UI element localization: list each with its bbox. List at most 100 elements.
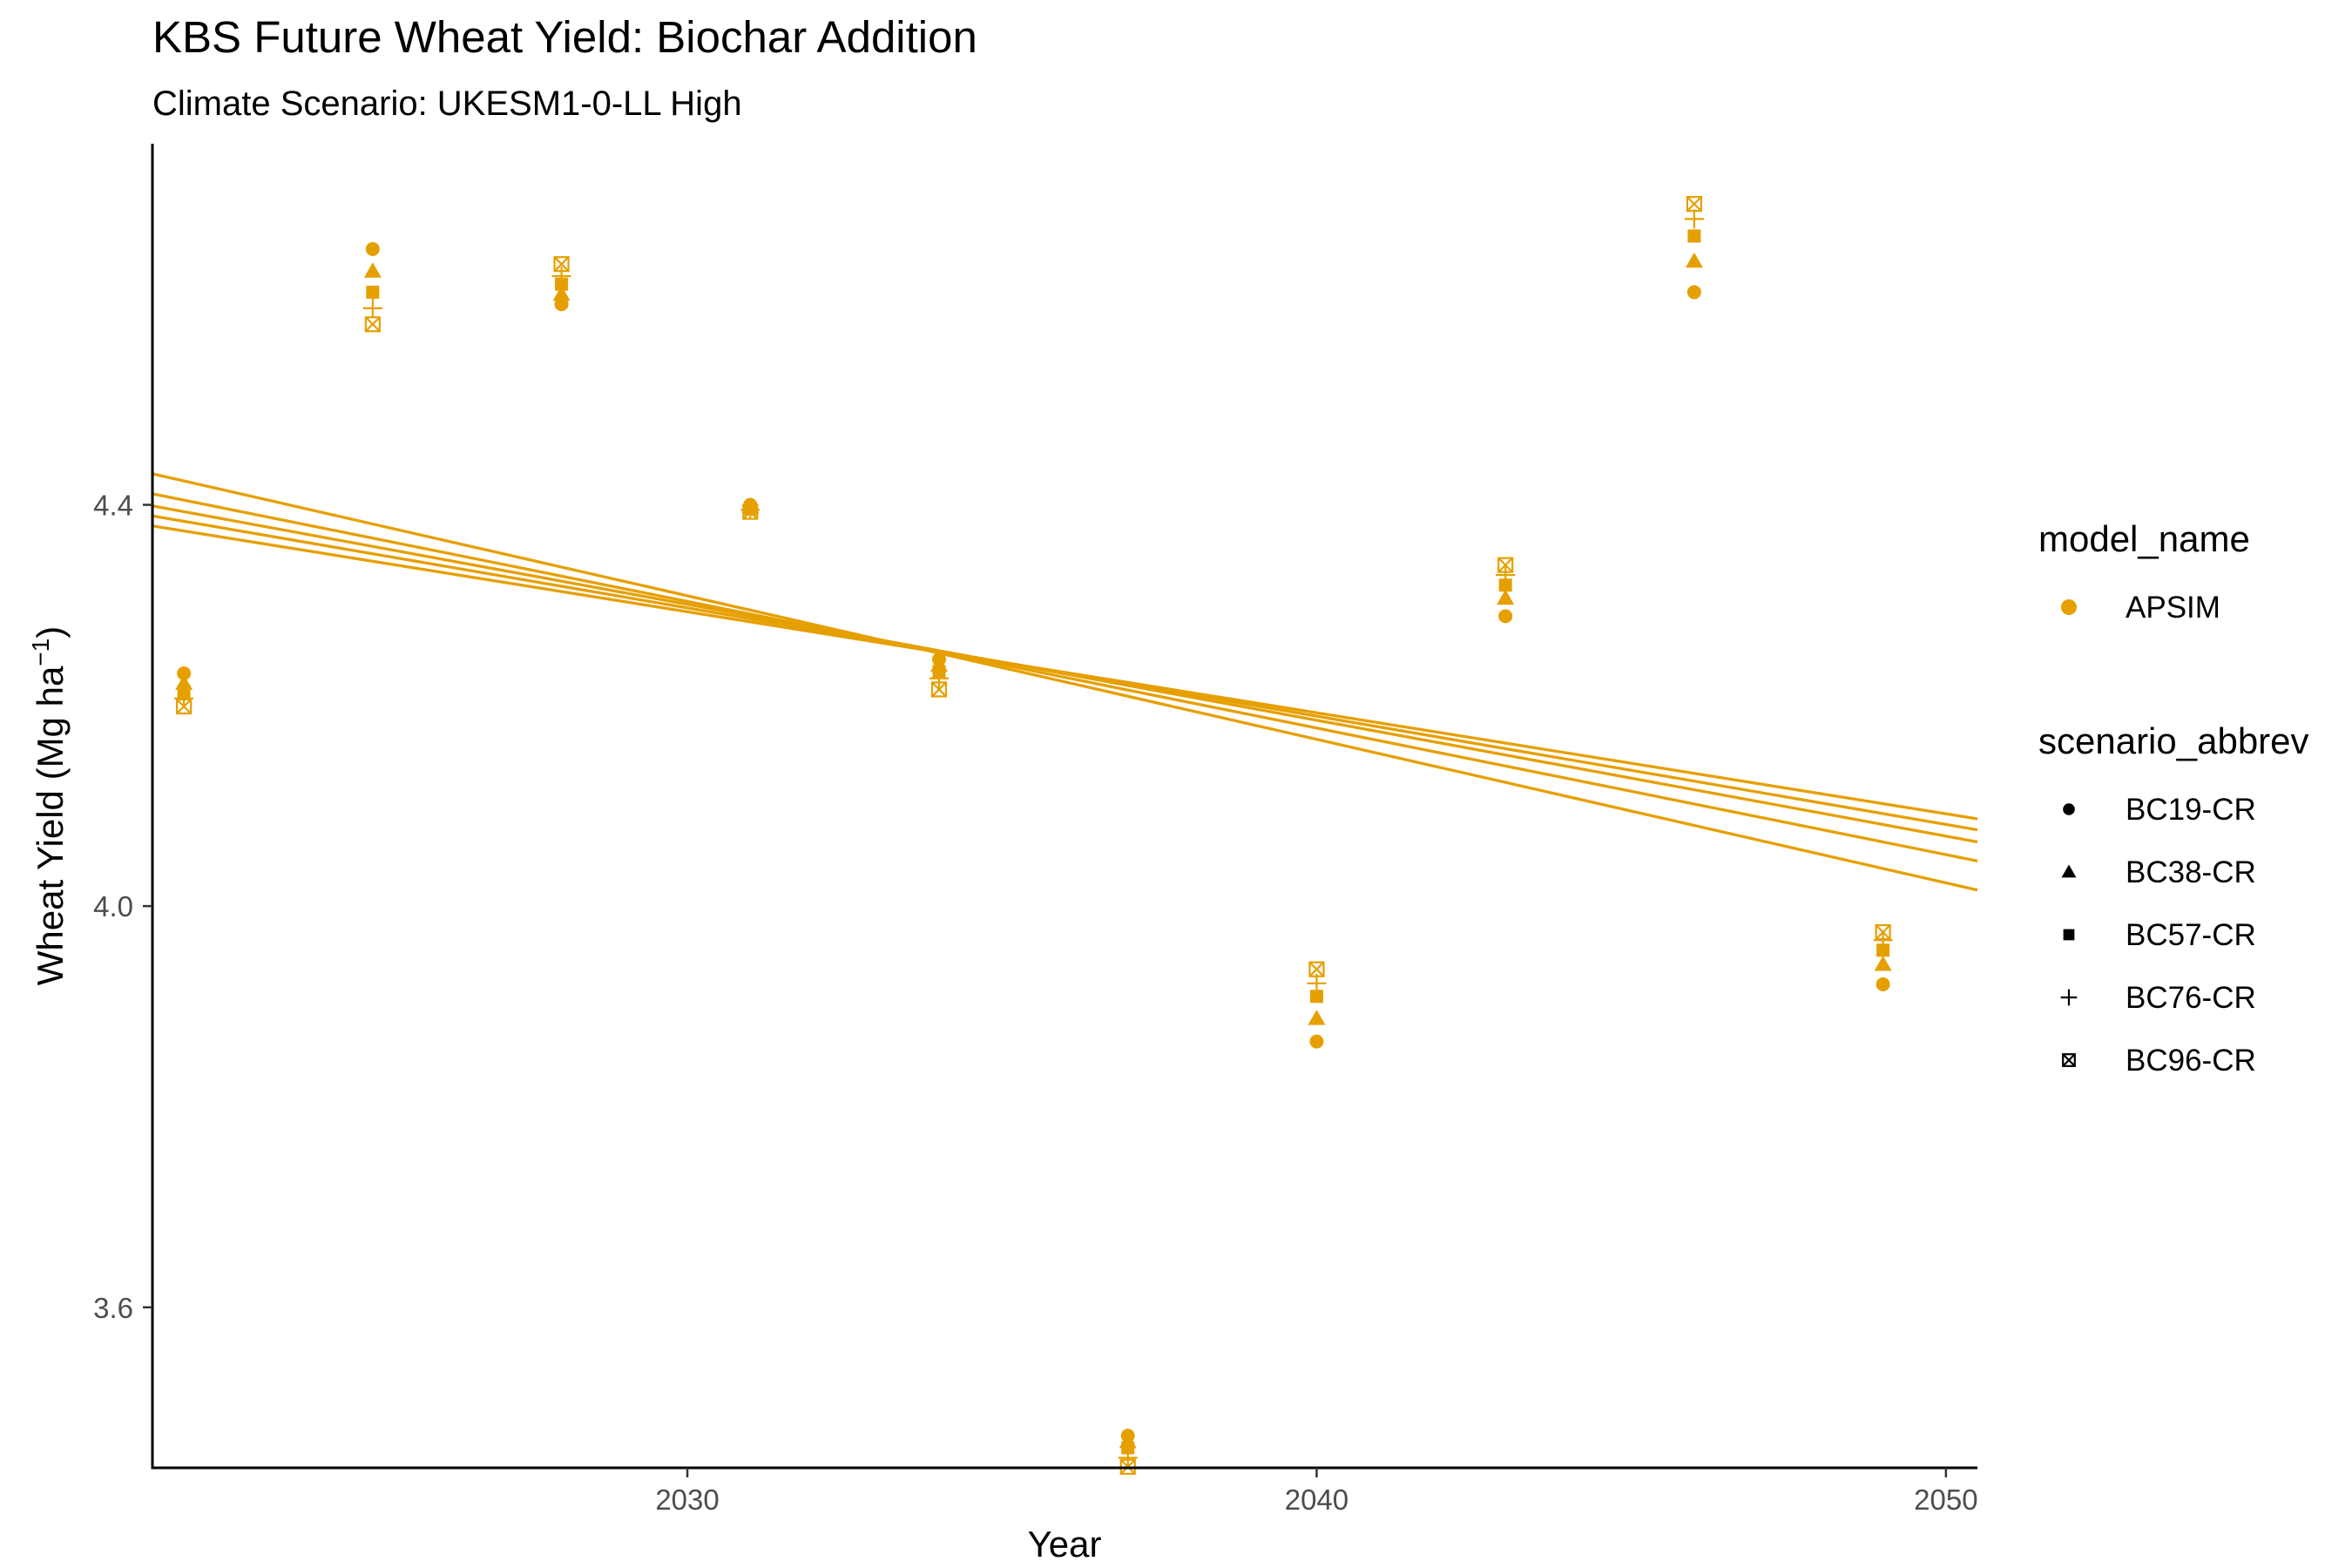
data-point-bc76-cr-2022-shape [174,688,194,708]
data-point-bc96-cr-2046 [1686,195,1703,213]
series-bc57-cr [177,229,1890,1455]
legend-key-bc19-cr-shape [2063,803,2075,815]
series-bc76-cr [174,209,1893,1468]
data-point-bc19-cr-2025-shape [365,241,380,256]
series-bc38-cr [175,252,1892,1449]
data-point-bc76-cr-2034 [929,668,950,688]
data-point-bc38-cr-2046-shape [1685,252,1703,268]
legend-key-bc57-cr [2063,929,2075,941]
data-point-bc96-cr-2025 [364,316,381,333]
legend-title-model: model_name [2038,518,2250,559]
data-point-bc38-cr-2043-shape [1497,589,1515,605]
x-tick-label-2030: 2030 [655,1484,719,1516]
trend-line-bc76-cr [152,492,1978,862]
data-point-bc38-cr-2049 [1874,955,1892,971]
data-point-bc76-cr-2037-shape [1118,1448,1138,1468]
legend-label-bc76: BC76-CR [2126,981,2256,1015]
data-point-bc38-cr-2025-shape [363,262,382,278]
data-point-bc96-cr-2025-shape-x [365,316,381,333]
legend-key-bc76-cr [2060,989,2078,1006]
y-tick-label-4.4: 4.4 [93,490,133,522]
trend-line-bc96-cr [152,472,1978,892]
data-point-bc57-cr-2049-shape [1876,943,1890,957]
data-point-bc96-cr-2031-shape-box [742,504,759,520]
legend-key-bc96-cr-shape-box [2062,1053,2076,1067]
data-point-bc76-cr-2022 [174,688,194,708]
legend-key-bc76-cr-shape [2060,989,2078,1006]
data-point-bc96-cr-2031-shape-x [742,504,759,520]
data-point-bc19-cr-2049-shape [1876,977,1890,991]
x-tick-label-2050: 2050 [1914,1484,1977,1516]
data-point-bc96-cr-2034 [930,681,948,698]
data-point-bc57-cr-2043 [1498,578,1512,592]
legend-label-bc57: BC57-CR [2126,918,2256,952]
data-point-bc76-cr-2043 [1496,565,1516,585]
data-point-bc57-cr-2037 [1121,1441,1135,1455]
legend-label-apsim: APSIM [2126,591,2220,625]
data-point-bc96-cr-2043-shape-x [1497,557,1513,573]
data-point-bc19-cr-2046 [1686,285,1701,300]
legend-key-bc38-cr [2061,864,2077,878]
legend-scenario-keys [2060,803,2078,1067]
data-point-bc19-cr-2022-shape [177,666,192,680]
y-tick-label-3.6: 3.6 [93,1292,133,1324]
x-axis-title: Year [1028,1524,1102,1565]
y-axis-title-main: Wheat Yield (Mg ha [30,666,71,985]
data-point-bc96-cr-2031 [742,504,759,520]
chart-subtitle: Climate Scenario: UKESM1-0-LL High [152,84,742,123]
series-bc19-cr [177,241,1890,1443]
data-point-bc19-cr-2043-shape [1498,609,1513,624]
data-point-bc76-cr-2049-shape [1873,930,1893,950]
data-point-bc76-cr-2028 [551,267,571,286]
data-point-bc57-cr-2043-shape [1498,578,1512,592]
data-point-bc57-cr-2037-shape [1121,1441,1135,1455]
x-ticks: 2030 2040 2050 [655,1468,1978,1516]
data-point-bc76-cr-2028-shape [551,267,571,286]
legend-label-bc19: BC19-CR [2126,793,2256,827]
data-point-bc57-cr-2040-shape [1309,990,1323,1004]
x-tick-label-2040: 2040 [1285,1484,1348,1516]
data-point-bc96-cr-2022-shape-box [176,698,193,715]
data-point-bc96-cr-2046-shape-box [1686,195,1703,213]
data-point-bc19-cr-2028-shape [554,297,569,312]
data-point-bc96-cr-2025-shape-box [364,316,381,333]
chart-title: KBS Future Wheat Yield: Biochar Addition [152,12,977,62]
y-tick-label-4.0: 4.0 [93,890,133,923]
data-point-bc76-cr-2046 [1684,209,1704,229]
plot-area [152,195,1978,1475]
legend-key-bc96-cr [2062,1053,2076,1067]
data-point-bc76-cr-2025-shape [362,298,382,318]
data-point-bc96-cr-2040-shape-box [1308,961,1325,977]
legend: model_name APSIM scenario_abbrev BC19-CR… [2038,518,2309,1078]
legend-label-bc96: BC96-CR [2126,1044,2256,1078]
data-point-bc38-cr-2040 [1308,1010,1326,1025]
legend-key-bc19-cr [2063,803,2075,815]
y-axis-title-close: ) [30,626,71,639]
legend-title-scenario: scenario_abbrev [2038,720,2309,761]
data-point-bc19-cr-2022 [177,666,192,680]
data-point-bc76-cr-2046-shape [1684,209,1704,229]
legend-key-bc38-cr-shape [2061,864,2077,878]
data-point-bc19-cr-2049 [1876,977,1890,991]
data-point-bc76-cr-2037 [1118,1448,1138,1468]
data-point-bc96-cr-2043-shape-box [1497,557,1514,573]
data-point-bc57-cr-2025-shape [366,285,380,299]
data-point-bc19-cr-2028 [554,297,569,312]
legend-key-bc57-cr-shape [2063,929,2075,941]
data-point-bc96-cr-2049-shape-x [1875,924,1891,940]
trend-line-bc57-cr [152,504,1978,844]
data-point-bc19-cr-2040-shape [1309,1034,1324,1049]
data-point-bc96-cr-2028 [553,256,570,273]
legend-label-bc38: BC38-CR [2126,855,2256,889]
series-bc96-cr [176,195,1891,1475]
data-point-bc57-cr-2046 [1687,229,1701,243]
data-point-bc96-cr-2043 [1497,557,1514,573]
data-point-bc96-cr-2034-shape-box [930,681,948,698]
data-point-bc19-cr-2040 [1309,1034,1324,1049]
data-point-bc19-cr-2043 [1498,609,1513,624]
data-point-bc57-cr-2025 [366,285,380,299]
data-point-bc19-cr-2046-shape [1686,285,1701,300]
data-point-bc96-cr-2028-shape-x [553,256,570,272]
data-point-bc57-cr-2040 [1309,990,1323,1004]
